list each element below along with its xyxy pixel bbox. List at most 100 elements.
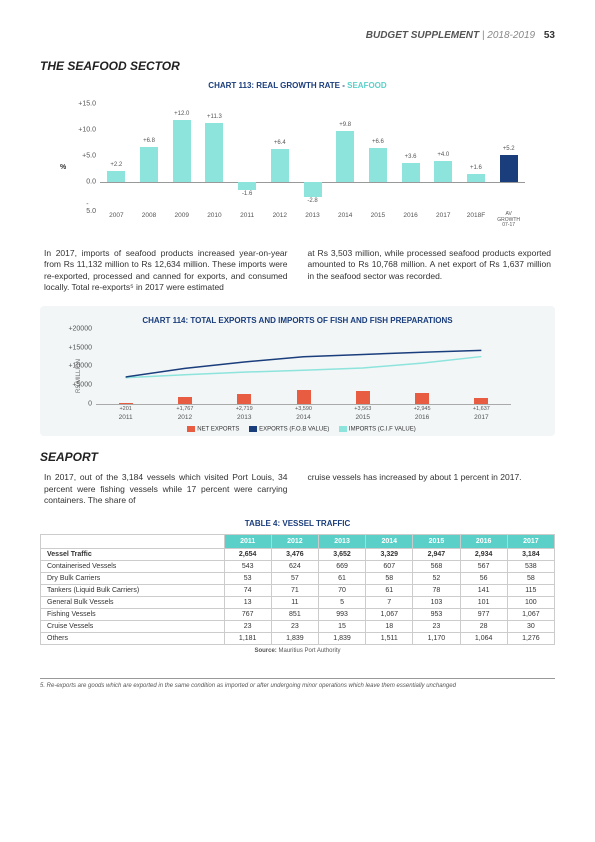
legend-imp: IMPORTS (C.I.F VALUE) — [349, 426, 416, 432]
table4-cell: 57 — [271, 572, 318, 584]
chart113-bar — [336, 131, 354, 182]
chart113-bar — [434, 161, 452, 182]
page-number: 53 — [544, 30, 555, 41]
header-year: | 2018-2019 — [482, 30, 535, 41]
table4-cell: 53 — [224, 572, 271, 584]
chart113-bar — [205, 123, 223, 182]
chart113-bar — [467, 174, 485, 182]
table-row: Cruise Vessels23231518232830 — [41, 620, 555, 632]
table-row: Containerised Vessels5436246696075685675… — [41, 560, 555, 572]
table4-cell: 52 — [413, 572, 460, 584]
table4-cell: 100 — [507, 596, 554, 608]
chart114-net-label: +2,719 — [231, 406, 257, 412]
table4-cell: 115 — [507, 584, 554, 596]
chart113-bar — [238, 182, 256, 190]
chart113-xlabel: AV GROWTH 07-17 — [495, 212, 523, 229]
chart113-xlabel: 2012 — [266, 212, 294, 219]
table4-cell: 101 — [460, 596, 507, 608]
chart113-bar-label: +9.8 — [333, 122, 357, 128]
table4-cell: 1,170 — [413, 632, 460, 644]
table4-cell: 13 — [224, 596, 271, 608]
table4-cell: 70 — [318, 584, 365, 596]
chart113-xlabel: 2018F — [462, 212, 490, 219]
table4-cell: 58 — [507, 572, 554, 584]
table4-row-label: Containerised Vessels — [41, 560, 225, 572]
table4-header: 2017 — [507, 534, 554, 548]
chart113-xlabel: 2009 — [168, 212, 196, 219]
chart113-xlabel: 2016 — [397, 212, 425, 219]
table4-header: 2013 — [318, 534, 365, 548]
chart114-net-label: +201 — [113, 406, 139, 412]
table4-header: 2016 — [460, 534, 507, 548]
chart114-ytick: +15000 — [68, 344, 96, 351]
table4-cell: 78 — [413, 584, 460, 596]
chart113: % +15.0+10.0+5.00.0- 5.0+2.22007+6.82008… — [50, 94, 545, 234]
chart113-bar-label: +2.2 — [104, 162, 128, 168]
chart114-ytick: +5000 — [72, 382, 96, 389]
legend-imp-swatch — [339, 426, 347, 432]
table4-cell: 767 — [224, 608, 271, 620]
table-row: Fishing Vessels7678519931,0679539771,067 — [41, 608, 555, 620]
footnote-5: 5. Re-exports are goods which are export… — [40, 683, 555, 689]
chart113-title-accent: SEAFOOD — [347, 81, 387, 90]
chart113-xlabel: 2015 — [364, 212, 392, 219]
table4-header: 2012 — [271, 534, 318, 548]
table4-cell: 669 — [318, 560, 365, 572]
footnote-rule — [40, 678, 555, 679]
chart113-xlabel: 2011 — [233, 212, 261, 219]
seaport-para-left: In 2017, out of the 3,184 vessels which … — [44, 472, 288, 506]
table4-source: Source: Mauritius Port Authority — [40, 648, 555, 654]
table4-cell: 953 — [413, 608, 460, 620]
chart114-line — [96, 329, 511, 404]
table4-row-label: Cruise Vessels — [41, 620, 225, 632]
table4-cell: 2,947 — [413, 548, 460, 560]
chart113-bar-label: +4.0 — [431, 152, 455, 158]
chart114-ytick: 0 — [88, 400, 96, 407]
section-seaport-title: SEAPORT — [40, 450, 555, 464]
chart113-bar-label: +11.3 — [202, 114, 226, 120]
seafood-paragraph: In 2017, imports of seafood products inc… — [44, 248, 551, 294]
table4-cell: 2,934 — [460, 548, 507, 560]
seaport-para-right: cruise vessels has increased by about 1 … — [308, 472, 552, 506]
chart114-net-label: +1,637 — [468, 406, 494, 412]
table4-cell: 543 — [224, 560, 271, 572]
table4-cell: 61 — [318, 572, 365, 584]
chart113-xlabel: 2008 — [135, 212, 163, 219]
seafood-para-right: at Rs 3,503 million, while processed sea… — [308, 248, 552, 294]
table4-row-label: Others — [41, 632, 225, 644]
chart114-net-label: +1,767 — [172, 406, 198, 412]
chart114-xlabel: 2016 — [409, 414, 435, 421]
chart113-bar — [369, 148, 387, 182]
table4-header: 2014 — [366, 534, 413, 548]
table4-cell: 103 — [413, 596, 460, 608]
table4-cell: 1,067 — [507, 608, 554, 620]
table4-header: 2011 — [224, 534, 271, 548]
chart113-bar — [271, 149, 289, 182]
table4-cell: 1,181 — [224, 632, 271, 644]
chart114-plot: RS MILLION +20000+15000+10000+50000+2012… — [96, 329, 511, 424]
chart113-ytick: 0.0 — [86, 179, 100, 186]
table4-row-label: Fishing Vessels — [41, 608, 225, 620]
chart114-xlabel: 2014 — [291, 414, 317, 421]
legend-net: NET EXPORTS — [197, 426, 239, 432]
chart113-bar — [107, 171, 125, 182]
table4-cell: 30 — [507, 620, 554, 632]
table4-cell: 568 — [413, 560, 460, 572]
chart114-xlabel: 2011 — [113, 414, 139, 421]
table4-cell: 28 — [460, 620, 507, 632]
table4-cell: 3,476 — [271, 548, 318, 560]
chart113-ylabel: % — [60, 164, 66, 171]
table4-cell: 851 — [271, 608, 318, 620]
table4-cell: 607 — [366, 560, 413, 572]
chart113-bar-label: +12.0 — [170, 111, 194, 117]
seaport-paragraph: In 2017, out of the 3,184 vessels which … — [44, 472, 551, 506]
table4-cell: 1,839 — [271, 632, 318, 644]
table4-cell: 71 — [271, 584, 318, 596]
table4-cell: 56 — [460, 572, 507, 584]
table4-cell: 23 — [224, 620, 271, 632]
section-seafood-title: THE SEAFOOD SECTOR — [40, 59, 555, 73]
chart113-bar-label: +1.6 — [464, 165, 488, 171]
table4-cell: 5 — [318, 596, 365, 608]
legend-exp: EXPORTS (F.O.B VALUE) — [259, 426, 329, 432]
table4-cell: 993 — [318, 608, 365, 620]
